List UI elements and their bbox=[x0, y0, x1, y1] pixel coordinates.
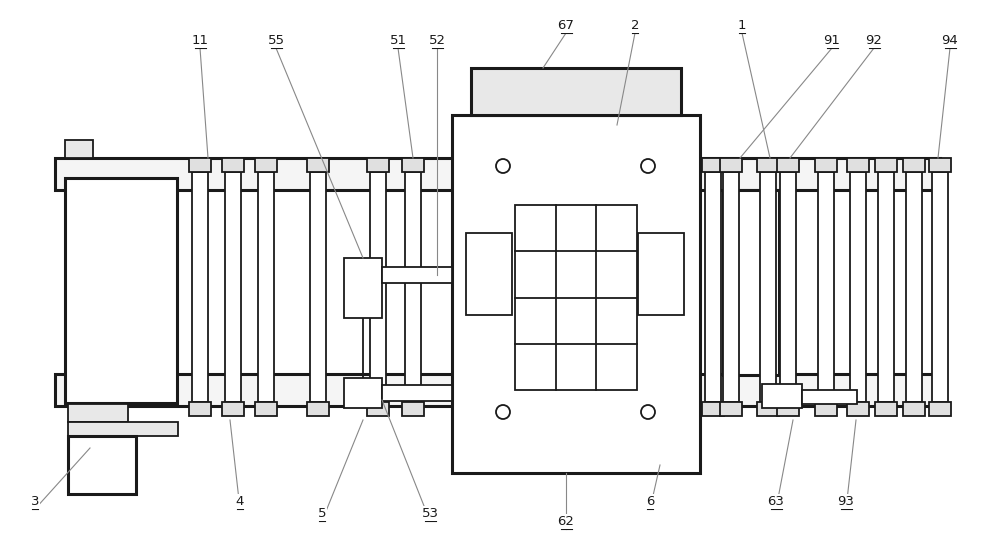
Bar bbox=[705, 172, 721, 402]
Bar bbox=[638, 233, 684, 315]
Bar bbox=[192, 172, 208, 402]
Bar bbox=[777, 158, 799, 172]
Bar bbox=[850, 172, 866, 402]
Bar bbox=[802, 390, 857, 404]
Bar bbox=[189, 158, 211, 172]
Bar bbox=[402, 158, 424, 172]
Bar bbox=[815, 158, 837, 172]
Bar bbox=[906, 172, 922, 402]
Text: 4: 4 bbox=[236, 495, 244, 508]
Bar bbox=[370, 172, 386, 402]
Bar bbox=[777, 402, 799, 416]
Bar bbox=[815, 402, 837, 416]
Bar bbox=[720, 158, 742, 172]
Bar bbox=[310, 172, 326, 402]
Bar bbox=[189, 402, 211, 416]
Bar bbox=[875, 402, 897, 416]
Bar bbox=[258, 172, 274, 402]
Text: 93: 93 bbox=[838, 495, 854, 508]
Bar bbox=[382, 385, 452, 401]
Bar bbox=[344, 258, 382, 318]
Bar bbox=[55, 158, 940, 190]
Bar bbox=[720, 402, 742, 416]
Bar bbox=[903, 402, 925, 416]
Bar bbox=[757, 158, 779, 172]
Bar bbox=[757, 402, 779, 416]
Bar bbox=[307, 158, 329, 172]
Circle shape bbox=[496, 159, 510, 173]
Bar bbox=[471, 68, 681, 115]
Bar bbox=[466, 233, 512, 315]
Bar bbox=[382, 267, 452, 283]
Bar bbox=[932, 172, 948, 402]
Bar bbox=[903, 158, 925, 172]
Text: 51: 51 bbox=[390, 34, 406, 47]
Bar bbox=[929, 158, 951, 172]
Text: 6: 6 bbox=[646, 495, 654, 508]
Bar bbox=[847, 158, 869, 172]
Bar bbox=[68, 436, 136, 494]
Bar bbox=[344, 378, 382, 408]
Bar bbox=[818, 172, 834, 402]
Bar bbox=[723, 172, 739, 402]
Text: 63: 63 bbox=[768, 495, 784, 508]
Text: 52: 52 bbox=[428, 34, 446, 47]
Bar bbox=[452, 115, 700, 473]
Text: 55: 55 bbox=[268, 34, 285, 47]
Bar bbox=[702, 402, 724, 416]
Bar bbox=[225, 172, 241, 402]
Bar bbox=[68, 422, 178, 436]
Bar bbox=[255, 158, 277, 172]
Bar bbox=[402, 402, 424, 416]
Bar bbox=[515, 205, 637, 390]
Circle shape bbox=[496, 405, 510, 419]
Bar bbox=[65, 178, 177, 403]
Text: 11: 11 bbox=[192, 34, 208, 47]
Bar bbox=[760, 172, 776, 402]
Bar bbox=[222, 402, 244, 416]
Bar bbox=[878, 172, 894, 402]
Bar bbox=[222, 158, 244, 172]
Text: 2: 2 bbox=[631, 19, 639, 32]
Bar bbox=[929, 402, 951, 416]
Bar bbox=[847, 402, 869, 416]
Bar bbox=[367, 402, 389, 416]
Text: 94: 94 bbox=[942, 34, 958, 47]
Text: 92: 92 bbox=[866, 34, 882, 47]
Bar bbox=[255, 402, 277, 416]
Text: 91: 91 bbox=[824, 34, 840, 47]
Bar bbox=[875, 158, 897, 172]
Bar bbox=[307, 402, 329, 416]
Bar bbox=[762, 384, 802, 408]
Text: 5: 5 bbox=[318, 507, 326, 520]
Bar bbox=[68, 404, 128, 422]
Text: 62: 62 bbox=[558, 515, 574, 528]
Bar bbox=[55, 374, 940, 406]
Bar bbox=[65, 140, 93, 158]
Text: 1: 1 bbox=[738, 19, 746, 32]
Circle shape bbox=[641, 159, 655, 173]
Text: 53: 53 bbox=[422, 507, 438, 520]
Text: 67: 67 bbox=[558, 19, 574, 32]
Bar bbox=[702, 158, 724, 172]
Bar bbox=[780, 172, 796, 402]
Circle shape bbox=[641, 405, 655, 419]
Bar bbox=[367, 158, 389, 172]
Bar bbox=[723, 190, 779, 375]
Text: 3: 3 bbox=[31, 495, 39, 508]
Bar bbox=[405, 172, 421, 402]
